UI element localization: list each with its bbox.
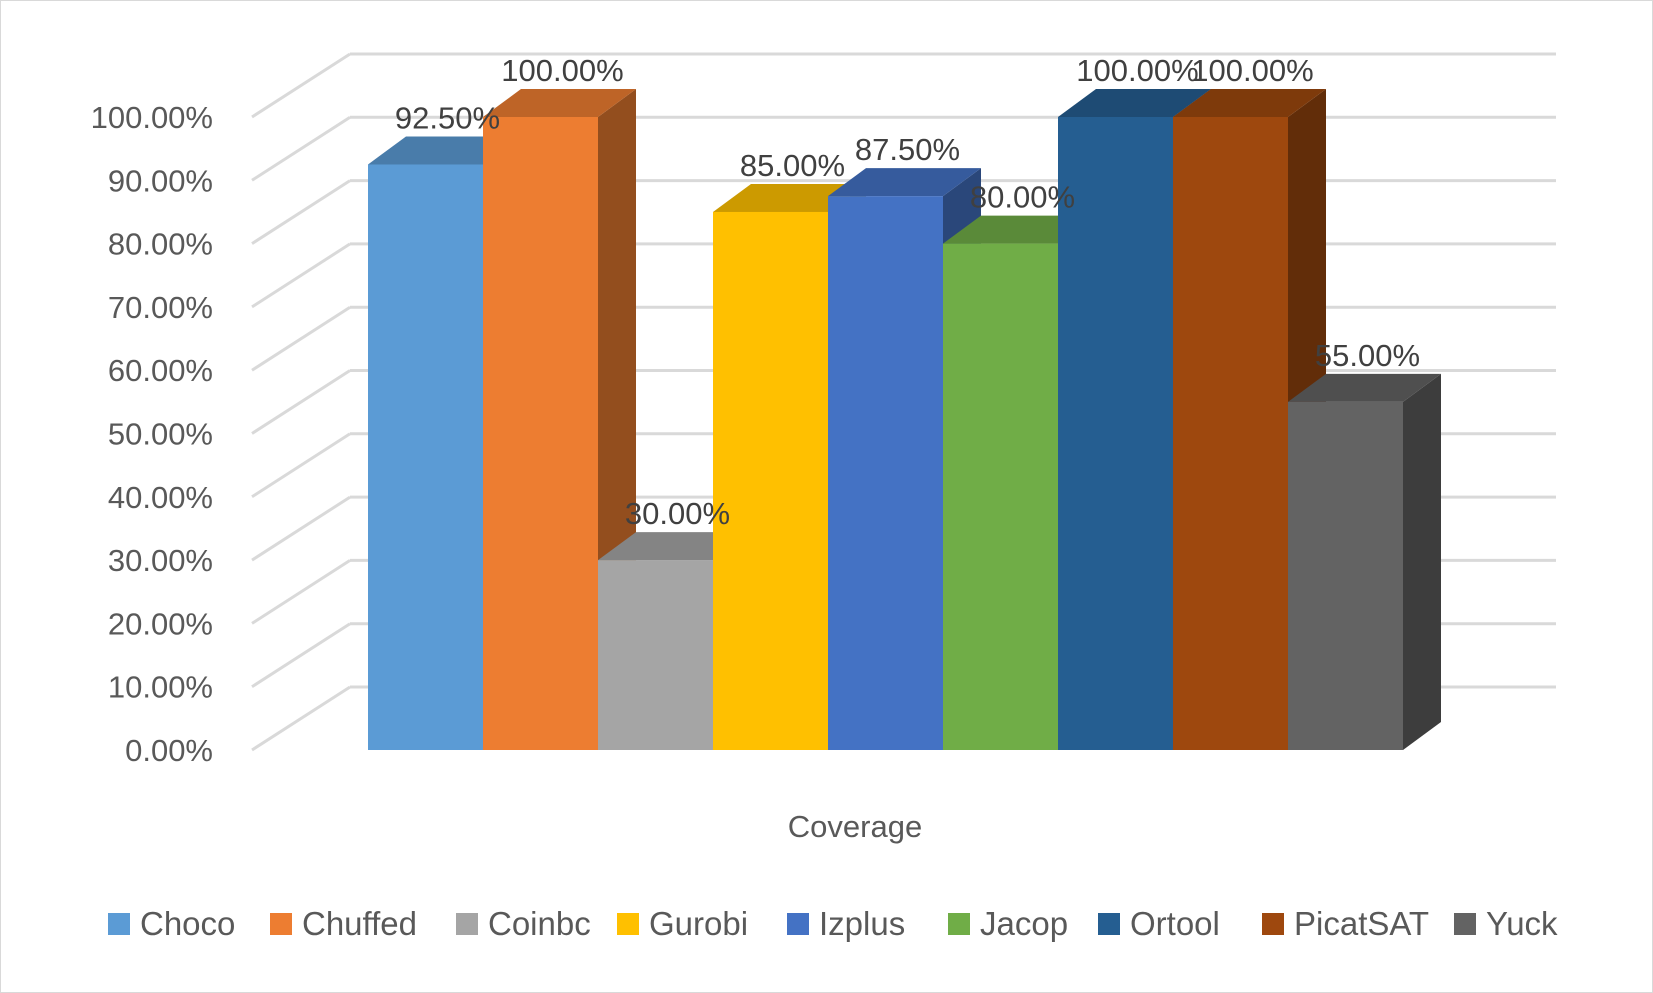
- y-tick-label: 50.00%: [108, 417, 213, 452]
- bar-top: [1288, 373, 1441, 402]
- y-tick-label: 40.00%: [108, 480, 213, 515]
- y-tick-label: 60.00%: [108, 353, 213, 388]
- legend-swatch: [787, 913, 809, 935]
- bar-front: [713, 211, 828, 750]
- data-label-izplus: 87.50%: [855, 132, 960, 167]
- y-tick-label: 10.00%: [108, 670, 213, 705]
- legend-label: Chuffed: [302, 905, 417, 942]
- legend: Choco Chuffed Coinbc Gurobi Izplus Jacop Ortoo…: [108, 905, 1558, 942]
- bar-top: [1058, 89, 1211, 117]
- y-tick-label: 100.00%: [91, 100, 213, 135]
- x-axis-labels: Coverage: [788, 809, 922, 844]
- bar-front: [943, 243, 1058, 750]
- legend-label: PicatSAT: [1294, 905, 1429, 942]
- bar-front: [483, 117, 598, 750]
- y-tick-label: 0.00%: [125, 733, 213, 768]
- legend-label: Jacop: [980, 905, 1068, 942]
- legend-label: Yuck: [1486, 905, 1558, 942]
- gridline-side: [251, 179, 351, 245]
- legend-swatch: [108, 913, 130, 935]
- gridline-side: [251, 495, 351, 562]
- y-axis-tick-labels: 0.00% 10.00% 20.00% 30.00% 40.00% 50.00% 60.00…: [91, 100, 213, 768]
- y-tick-label: 30.00%: [108, 543, 213, 578]
- legend-swatch: [456, 913, 478, 935]
- gridline-side: [251, 559, 351, 625]
- data-label-picatsat: 100.00%: [1191, 53, 1313, 88]
- legend-label: Coinbc: [488, 905, 591, 942]
- gridline-side: [251, 685, 351, 752]
- bar-side: [1403, 373, 1441, 750]
- bar-top: [1173, 89, 1326, 117]
- legend-swatch: [948, 913, 970, 935]
- gridline-side: [251, 52, 351, 119]
- legend-label: Gurobi: [649, 905, 748, 942]
- data-label-gurobi: 85.00%: [740, 148, 845, 183]
- bar-front: [1288, 401, 1403, 750]
- bar-chuffed: [483, 89, 636, 750]
- legend-item-izplus: Izplus: [787, 905, 905, 942]
- data-label-choco: 92.50%: [395, 100, 500, 135]
- bar-front: [368, 164, 483, 751]
- gridline-side: [251, 622, 351, 688]
- bar-front: [1173, 117, 1288, 750]
- legend-swatch: [270, 913, 292, 935]
- legend-swatch: [617, 913, 639, 935]
- legend-item-ortool: Ortool: [1098, 905, 1220, 942]
- y-tick-label: 90.00%: [108, 163, 213, 198]
- legend-item-picatsat: PicatSAT: [1262, 905, 1429, 942]
- bar-top: [828, 168, 981, 197]
- bar-front: [1058, 117, 1173, 750]
- legend-label: Izplus: [819, 905, 905, 942]
- legend-swatch: [1454, 913, 1476, 935]
- legend-label: Ortool: [1130, 905, 1220, 942]
- legend-item-gurobi: Gurobi: [617, 905, 748, 942]
- data-label-yuck: 55.00%: [1315, 338, 1420, 373]
- legend-item-jacop: Jacop: [948, 905, 1068, 942]
- data-label-jacop: 80.00%: [970, 180, 1075, 215]
- y-tick-label: 20.00%: [108, 606, 213, 641]
- bar-top: [368, 136, 521, 165]
- legend-label: Choco: [140, 905, 235, 942]
- data-label-ortool: 100.00%: [1076, 53, 1198, 88]
- bar-yuck: [1288, 373, 1441, 750]
- gridline-side: [251, 242, 351, 309]
- legend-item-choco: Choco: [108, 905, 235, 942]
- legend-item-chuffed: Chuffed: [270, 905, 417, 942]
- gridline-side: [251, 432, 351, 499]
- gridline-side: [251, 369, 351, 435]
- gridline-side: [251, 305, 351, 372]
- y-tick-label: 80.00%: [108, 227, 213, 262]
- gridline-side: [251, 116, 351, 182]
- x-axis-category-label: Coverage: [788, 809, 922, 844]
- bar-top: [943, 215, 1096, 244]
- legend-swatch: [1262, 913, 1284, 935]
- legend-item-coinbc: Coinbc: [456, 905, 591, 942]
- bar-front: [828, 196, 943, 750]
- bar-top: [598, 532, 751, 561]
- data-labels: 92.50%100.00%30.00%85.00% 87.50%80.00%100…: [395, 53, 1420, 531]
- data-label-chuffed: 100.00%: [501, 53, 623, 88]
- data-label-coinbc: 30.00%: [625, 496, 730, 531]
- legend-swatch: [1098, 913, 1120, 935]
- bar-top: [713, 183, 866, 212]
- bar-front: [598, 560, 713, 750]
- bar-top: [483, 89, 636, 117]
- y-tick-label: 70.00%: [108, 290, 213, 325]
- bar-series: [368, 89, 1441, 751]
- legend-item-yuck: Yuck: [1454, 905, 1558, 942]
